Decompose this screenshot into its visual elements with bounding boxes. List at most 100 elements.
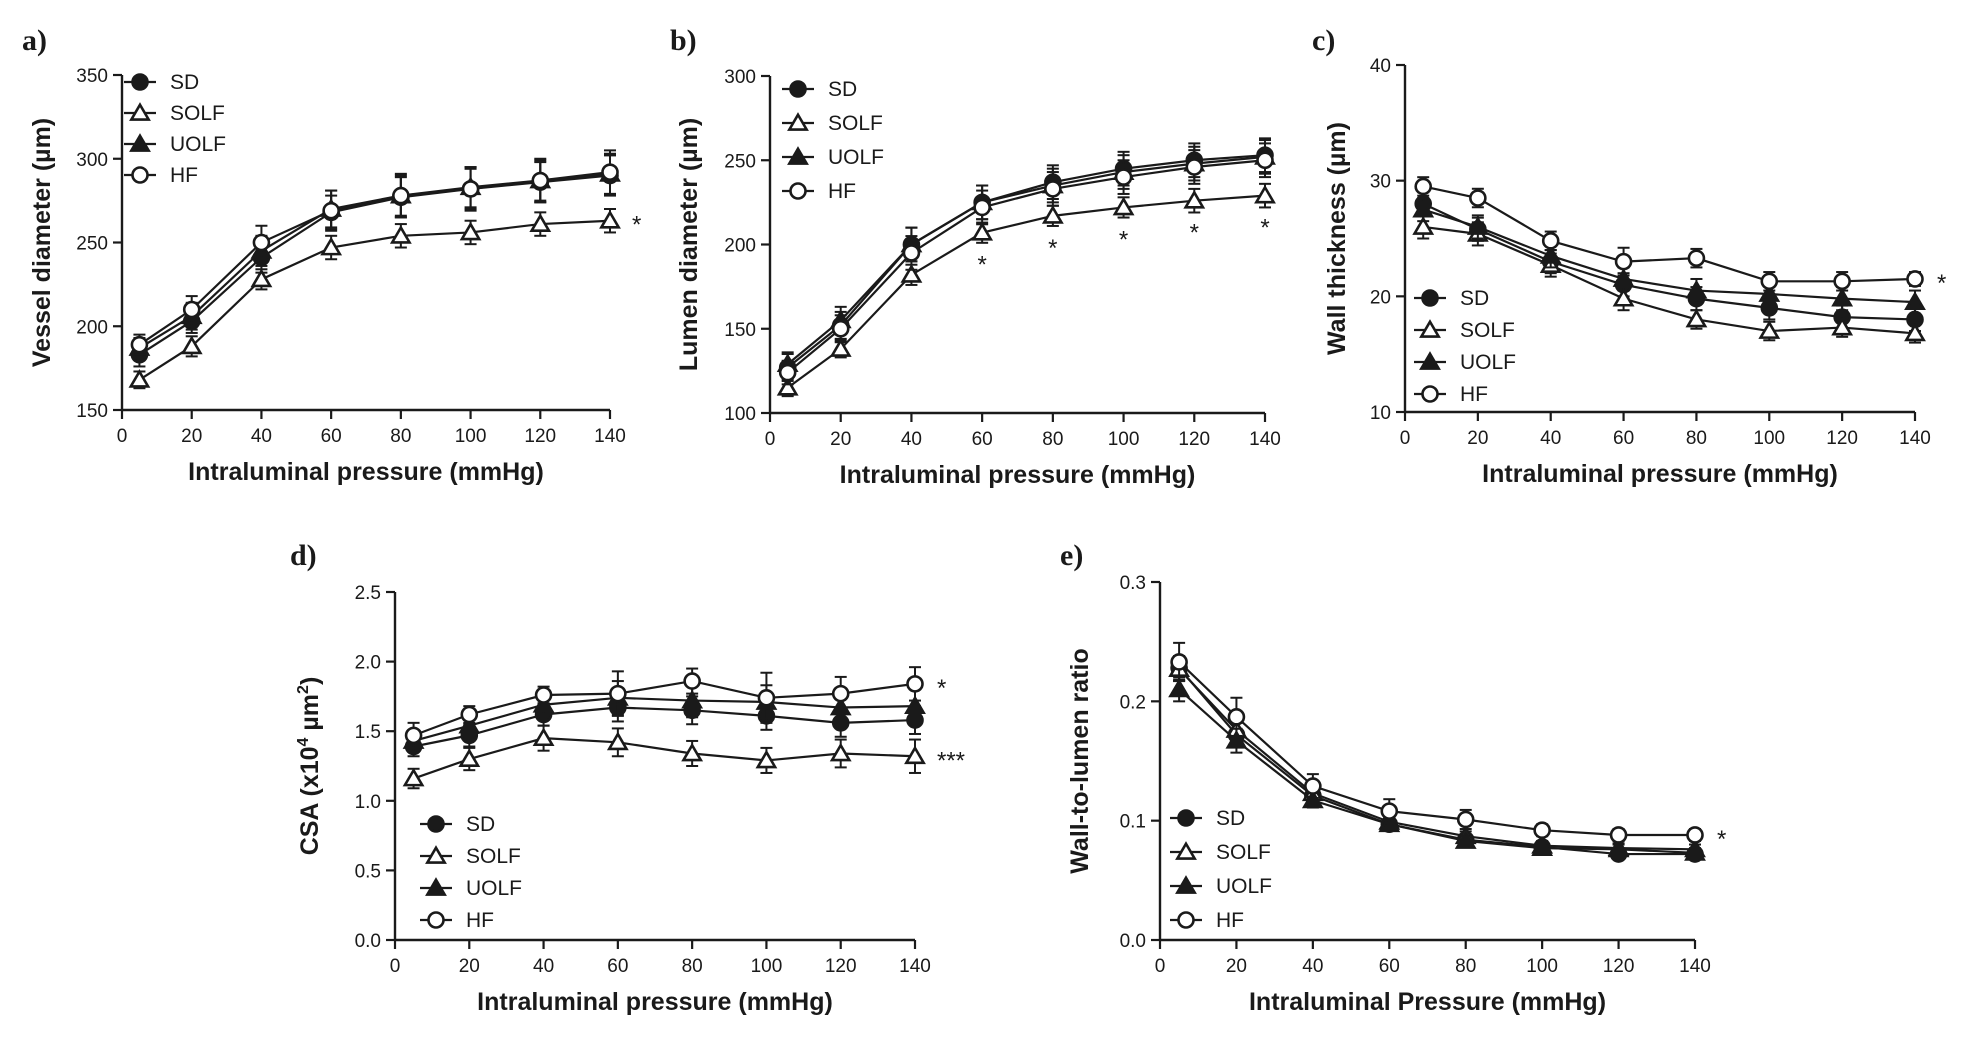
data-point xyxy=(1612,287,1635,307)
data-point xyxy=(1685,308,1708,328)
data-point xyxy=(1541,232,1560,250)
data-point xyxy=(1833,272,1851,291)
y-axis-title-superscript: 2 xyxy=(295,685,312,694)
series-line xyxy=(1178,667,1695,856)
series-sd xyxy=(778,137,1274,382)
significance-marker: * xyxy=(632,212,641,239)
y-tick-label: 2.0 xyxy=(355,653,381,674)
y-axis-title: Wall-to-lumen ratio xyxy=(1066,648,1094,873)
data-point xyxy=(1533,821,1551,840)
x-tick-label: 20 xyxy=(459,956,480,977)
data-point xyxy=(1412,198,1435,218)
legend-label: UOLF xyxy=(1216,875,1272,898)
y-tick-label: 0.2 xyxy=(1120,692,1146,713)
data-point xyxy=(1227,708,1246,726)
legend: SD SOLF UOLF HF xyxy=(420,813,522,932)
x-tick-label: 120 xyxy=(1826,428,1858,449)
series-line xyxy=(786,155,1266,365)
panel-d: d) 0.0 0.5 1.0 1.5 2.0 2.5 0 20 40 60 80 100 120 140 In… xyxy=(290,539,965,1016)
y-tick-label: 10 xyxy=(1370,403,1391,424)
series-solf xyxy=(1168,656,1706,858)
legend-marker xyxy=(129,102,151,121)
data-point xyxy=(902,244,921,262)
x-tick-label: 60 xyxy=(972,429,993,450)
legend-label: UOLF xyxy=(466,877,522,900)
data-point xyxy=(1758,283,1781,302)
legend-label: HF xyxy=(466,909,494,932)
panel-letter: e) xyxy=(1060,539,1083,572)
x-tick-label: 0 xyxy=(1155,956,1166,977)
x-tick-label: 20 xyxy=(1467,428,1488,449)
data-point xyxy=(130,335,149,354)
data-point xyxy=(529,213,552,232)
data-point xyxy=(904,745,926,765)
data-point xyxy=(1685,279,1708,299)
series-line xyxy=(786,159,1266,374)
legend-marker xyxy=(1177,911,1195,929)
data-point xyxy=(320,236,343,256)
y-tick-label: 1.0 xyxy=(355,792,381,813)
panel-letter: c) xyxy=(1312,24,1335,57)
data-point xyxy=(389,224,412,244)
y-tick-label: 2.5 xyxy=(355,583,381,604)
panel-c: c) 10 20 30 40 0 20 40 60 80 100 120 140 Intraluminal… xyxy=(1312,24,1946,488)
y-axis-title-part: CSA (x10 xyxy=(296,746,324,855)
x-tick-label: 120 xyxy=(524,426,556,447)
data-point xyxy=(755,749,778,769)
data-point xyxy=(683,672,701,690)
data-point xyxy=(904,695,926,715)
series-uolf xyxy=(1412,197,1926,315)
data-point xyxy=(1301,789,1324,809)
series-line xyxy=(138,171,611,346)
data-point xyxy=(1112,196,1135,216)
data-point xyxy=(1831,287,1854,307)
x-axis-title: Intraluminal pressure (mmHg) xyxy=(840,461,1196,489)
data-point xyxy=(973,198,991,217)
data-point xyxy=(1456,810,1475,829)
legend-label: SOLF xyxy=(170,102,225,125)
x-tick-label: 0 xyxy=(765,429,776,450)
legend-marker xyxy=(789,182,807,200)
x-tick-label: 100 xyxy=(1753,428,1785,449)
data-point xyxy=(458,748,481,767)
legend-label: SD xyxy=(828,78,857,101)
x-tick-label: 40 xyxy=(1302,956,1323,977)
y-tick-label: 30 xyxy=(1370,172,1391,193)
significance-marker: * xyxy=(1717,826,1726,853)
data-point xyxy=(1044,180,1062,198)
significance-marker: * xyxy=(1119,226,1128,253)
series-line xyxy=(413,696,916,743)
y-axis-title: CSA (x104 µm2) xyxy=(295,677,324,856)
data-point xyxy=(831,684,850,703)
data-point xyxy=(461,180,480,198)
panel-e: e) 0.0 0.1 0.2 0.3 0 20 40 60 80 100 120 140 Intralum… xyxy=(1060,539,1726,1016)
x-tick-label: 40 xyxy=(533,956,554,977)
data-point xyxy=(1758,320,1781,339)
y-tick-label: 0.1 xyxy=(1120,812,1146,833)
data-point xyxy=(1256,151,1274,170)
data-point xyxy=(1412,216,1435,235)
legend-marker xyxy=(789,80,807,98)
series-line xyxy=(138,219,611,381)
data-point xyxy=(1760,272,1779,291)
data-point xyxy=(1414,177,1433,196)
data-point xyxy=(681,689,704,709)
data-point xyxy=(1609,826,1628,844)
legend-marker xyxy=(425,877,447,896)
y-tick-label: 20 xyxy=(1370,287,1391,308)
x-tick-label: 120 xyxy=(1178,429,1210,450)
x-axis-title: Intraluminal pressure (mmHg) xyxy=(188,458,544,486)
series-solf xyxy=(776,182,1276,398)
data-point xyxy=(778,363,797,382)
data-point xyxy=(534,686,553,704)
data-point xyxy=(182,300,201,319)
data-point xyxy=(532,727,555,747)
legend-marker xyxy=(787,146,809,165)
data-point xyxy=(1041,205,1064,224)
data-point xyxy=(1539,245,1562,264)
legend-label: SD xyxy=(1460,287,1489,310)
data-point xyxy=(599,209,621,229)
data-point xyxy=(1304,777,1322,795)
y-axis-title-superscript: 4 xyxy=(295,737,312,746)
y-tick-label: 300 xyxy=(724,67,756,88)
